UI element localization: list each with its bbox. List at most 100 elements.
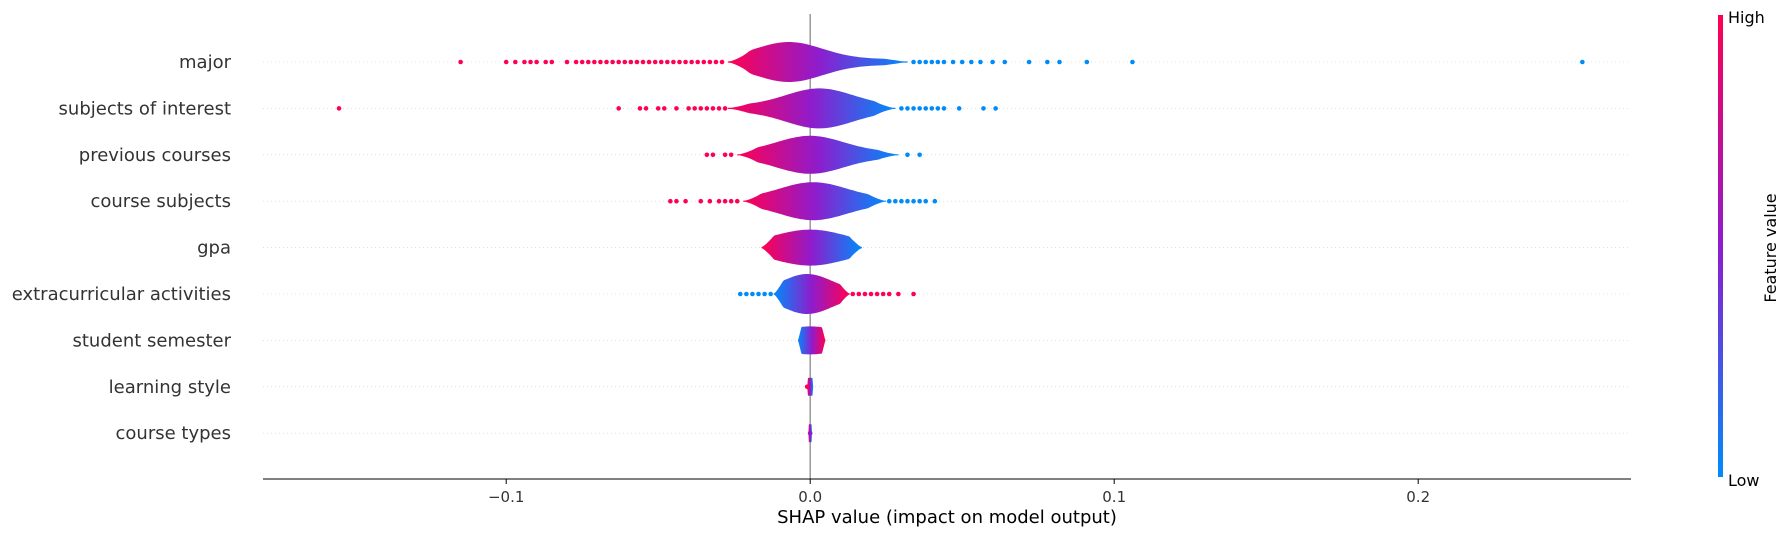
outlier-point bbox=[528, 59, 533, 65]
outlier-point bbox=[543, 59, 549, 65]
outlier-point bbox=[899, 198, 904, 204]
outlier-point bbox=[658, 59, 664, 65]
outlier-point bbox=[713, 59, 719, 65]
outlier-point bbox=[935, 106, 941, 111]
outlier-point bbox=[756, 291, 761, 297]
outlier-point bbox=[911, 106, 916, 111]
outlier-point bbox=[622, 59, 628, 65]
colorbar-high-label: High bbox=[1728, 8, 1765, 27]
outlier-point bbox=[668, 198, 673, 204]
outlier-point bbox=[683, 59, 688, 65]
outlier-point bbox=[710, 106, 716, 111]
violin-body bbox=[728, 88, 896, 129]
outlier-point bbox=[634, 59, 640, 65]
feature-label: gpa bbox=[197, 238, 231, 259]
outlier-point bbox=[610, 59, 615, 65]
outlier-point bbox=[522, 59, 527, 65]
outlier-point bbox=[674, 198, 679, 204]
feature-label: course types bbox=[116, 423, 231, 444]
x-ticks: −0.1 0.0 0.1 0.2 bbox=[488, 479, 1430, 506]
violin-body bbox=[728, 42, 908, 82]
row-gridlines bbox=[263, 61, 1631, 434]
outlier-point bbox=[701, 59, 707, 65]
outlier-point bbox=[336, 106, 342, 111]
outlier-point bbox=[707, 59, 713, 65]
outlier-point bbox=[661, 106, 667, 111]
outlier-point bbox=[917, 106, 922, 111]
outlier-point bbox=[592, 59, 597, 65]
outlier-point bbox=[935, 59, 941, 65]
outlier-point bbox=[862, 291, 868, 297]
outlier-point bbox=[628, 59, 634, 65]
x-tick-label: 0.0 bbox=[798, 488, 822, 506]
outlier-point bbox=[1057, 59, 1062, 65]
outlier-point bbox=[604, 59, 609, 65]
violin-body bbox=[773, 274, 850, 314]
outlier-point bbox=[956, 106, 962, 111]
outlier-point bbox=[850, 291, 856, 297]
feature-label: subjects of interest bbox=[59, 98, 231, 119]
outlier-point bbox=[932, 198, 938, 204]
outlier-point bbox=[929, 59, 935, 65]
outlier-point bbox=[722, 152, 728, 158]
outlier-point bbox=[573, 59, 579, 65]
outlier-point bbox=[917, 152, 922, 158]
outlier-point bbox=[677, 59, 682, 65]
outlier-point bbox=[564, 59, 570, 65]
outlier-point bbox=[710, 152, 716, 158]
colorbar bbox=[1718, 15, 1723, 477]
x-tick-label: 0.1 bbox=[1102, 488, 1126, 506]
outlier-point bbox=[978, 59, 983, 65]
outlier-point bbox=[689, 59, 694, 65]
outlier-point bbox=[655, 106, 661, 111]
outlier-point bbox=[899, 106, 904, 111]
outlier-point bbox=[695, 59, 701, 65]
outlier-point bbox=[1130, 59, 1135, 65]
outlier-point bbox=[959, 59, 965, 65]
outlier-point bbox=[646, 59, 652, 65]
outlier-point bbox=[534, 59, 539, 65]
violin-body bbox=[807, 377, 814, 396]
outlier-point bbox=[880, 291, 886, 297]
outlier-point bbox=[698, 198, 704, 204]
violin-body bbox=[798, 326, 826, 355]
outlier-point bbox=[734, 198, 740, 204]
outlier-point bbox=[893, 198, 898, 204]
outlier-point bbox=[598, 59, 603, 65]
outlier-point bbox=[911, 198, 916, 204]
outlier-point bbox=[674, 106, 679, 111]
outlier-point bbox=[750, 291, 755, 297]
outlier-point bbox=[513, 59, 518, 65]
outlier-point bbox=[643, 106, 649, 111]
feature-label: learning style bbox=[109, 377, 231, 398]
outlier-point bbox=[981, 106, 986, 111]
outlier-point bbox=[1026, 59, 1032, 65]
feature-label: student semester bbox=[72, 330, 231, 351]
outlier-point bbox=[719, 59, 725, 65]
outlier-point bbox=[698, 106, 704, 111]
outlier-point bbox=[652, 59, 658, 65]
x-tick-label: −0.1 bbox=[488, 488, 524, 506]
outlier-point bbox=[923, 198, 929, 204]
violin-body bbox=[743, 182, 887, 221]
outlier-point bbox=[990, 59, 995, 65]
violin-body bbox=[761, 229, 862, 266]
outlier-point bbox=[768, 291, 773, 297]
outlier-point bbox=[886, 198, 892, 204]
outlier-point bbox=[923, 59, 929, 65]
outlier-point bbox=[503, 59, 509, 65]
outlier-point bbox=[804, 384, 810, 390]
outlier-point bbox=[665, 59, 670, 65]
outlier-point bbox=[941, 59, 947, 65]
outlier-point bbox=[911, 291, 916, 297]
x-axis-title: SHAP value (impact on model output) bbox=[777, 507, 1117, 528]
outlier-point bbox=[923, 106, 929, 111]
outlier-point bbox=[737, 291, 743, 297]
outlier-point bbox=[868, 291, 874, 297]
colorbar-title: Feature value bbox=[1761, 193, 1780, 302]
outlier-point bbox=[579, 59, 585, 65]
outlier-points bbox=[336, 59, 1585, 436]
outlier-point bbox=[683, 198, 688, 204]
outlier-point bbox=[762, 291, 767, 297]
